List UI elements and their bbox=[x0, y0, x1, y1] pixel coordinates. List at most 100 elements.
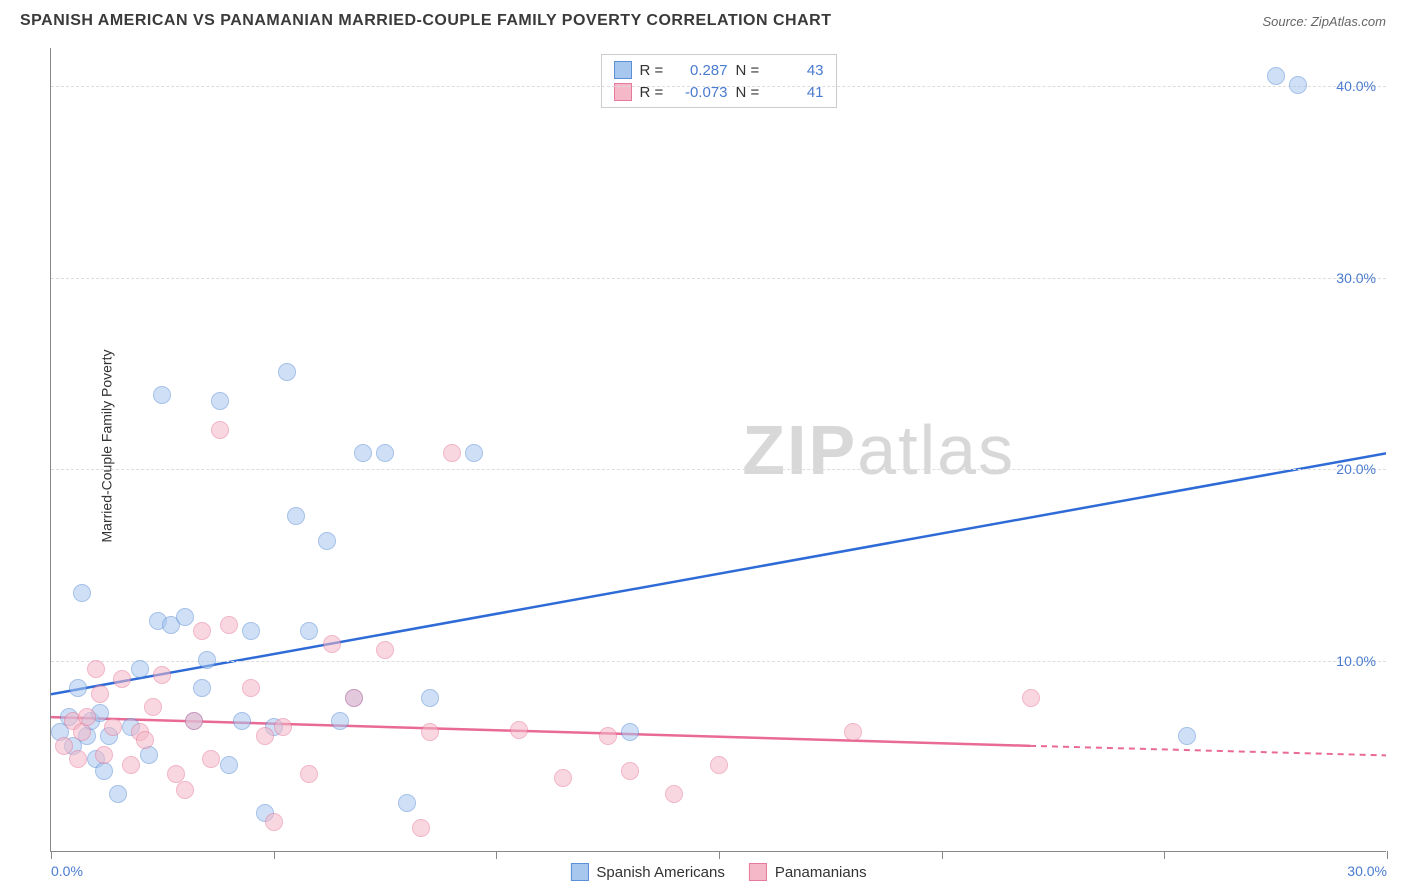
data-point bbox=[1289, 76, 1307, 94]
data-point bbox=[153, 386, 171, 404]
data-point bbox=[91, 685, 109, 703]
data-point bbox=[95, 746, 113, 764]
data-point bbox=[421, 689, 439, 707]
data-point bbox=[198, 651, 216, 669]
gridline bbox=[51, 278, 1386, 279]
data-point bbox=[621, 723, 639, 741]
data-point bbox=[193, 679, 211, 697]
data-point bbox=[131, 660, 149, 678]
data-point bbox=[211, 421, 229, 439]
data-point bbox=[443, 444, 461, 462]
data-point bbox=[233, 712, 251, 730]
y-tick-label: 10.0% bbox=[1336, 653, 1376, 669]
legend-row: R =-0.073N =41 bbox=[614, 81, 824, 103]
data-point bbox=[220, 756, 238, 774]
series-legend: Spanish Americans Panamanians bbox=[570, 863, 866, 881]
data-point bbox=[242, 679, 260, 697]
data-point bbox=[376, 444, 394, 462]
data-point bbox=[1178, 727, 1196, 745]
data-point bbox=[136, 731, 154, 749]
gridline bbox=[51, 86, 1386, 87]
data-point bbox=[256, 727, 274, 745]
legend-swatch bbox=[570, 863, 588, 881]
data-point bbox=[202, 750, 220, 768]
legend-item-label: Panamanians bbox=[775, 864, 867, 881]
gridline bbox=[51, 469, 1386, 470]
x-tick bbox=[274, 851, 275, 859]
data-point bbox=[465, 444, 483, 462]
x-tick bbox=[942, 851, 943, 859]
data-point bbox=[844, 723, 862, 741]
x-tick bbox=[496, 851, 497, 859]
data-point bbox=[287, 507, 305, 525]
legend-r-value: 0.287 bbox=[676, 62, 728, 79]
data-point bbox=[193, 622, 211, 640]
data-point bbox=[176, 608, 194, 626]
x-tick-label: 0.0% bbox=[51, 863, 83, 879]
data-point bbox=[73, 584, 91, 602]
data-point bbox=[242, 622, 260, 640]
data-point bbox=[220, 616, 238, 634]
data-point bbox=[122, 756, 140, 774]
y-tick-label: 40.0% bbox=[1336, 78, 1376, 94]
data-point bbox=[376, 641, 394, 659]
data-point bbox=[78, 708, 96, 726]
data-point bbox=[1022, 689, 1040, 707]
data-point bbox=[113, 670, 131, 688]
source-attribution: Source: ZipAtlas.com bbox=[1262, 14, 1386, 29]
data-point bbox=[185, 712, 203, 730]
data-point bbox=[354, 444, 372, 462]
data-point bbox=[153, 666, 171, 684]
data-point bbox=[621, 762, 639, 780]
chart-title: SPANISH AMERICAN VS PANAMANIAN MARRIED-C… bbox=[20, 12, 831, 30]
legend-item: Spanish Americans bbox=[570, 863, 724, 881]
data-point bbox=[412, 819, 430, 837]
data-point bbox=[421, 723, 439, 741]
data-point bbox=[104, 718, 122, 736]
watermark-logo: ZIPatlas bbox=[742, 410, 1015, 490]
data-point bbox=[323, 635, 341, 653]
data-point bbox=[554, 769, 572, 787]
gridline bbox=[51, 661, 1386, 662]
legend-r-label: R = bbox=[640, 62, 668, 79]
legend-n-value: 43 bbox=[772, 62, 824, 79]
data-point bbox=[109, 785, 127, 803]
data-point bbox=[710, 756, 728, 774]
legend-swatch bbox=[614, 61, 632, 79]
data-point bbox=[274, 718, 292, 736]
x-tick bbox=[719, 851, 720, 859]
data-point bbox=[87, 660, 105, 678]
data-point bbox=[599, 727, 617, 745]
data-point bbox=[95, 762, 113, 780]
data-point bbox=[665, 785, 683, 803]
data-point bbox=[300, 765, 318, 783]
legend-swatch bbox=[749, 863, 767, 881]
data-point bbox=[1267, 67, 1285, 85]
data-point bbox=[73, 723, 91, 741]
data-point bbox=[510, 721, 528, 739]
data-point bbox=[265, 813, 283, 831]
data-point bbox=[69, 750, 87, 768]
legend-item-label: Spanish Americans bbox=[596, 864, 724, 881]
y-tick-label: 20.0% bbox=[1336, 461, 1376, 477]
y-tick-label: 30.0% bbox=[1336, 270, 1376, 286]
data-point bbox=[331, 712, 349, 730]
x-tick bbox=[1164, 851, 1165, 859]
x-tick-label: 30.0% bbox=[1347, 863, 1387, 879]
data-point bbox=[69, 679, 87, 697]
x-tick bbox=[51, 851, 52, 859]
data-point bbox=[176, 781, 194, 799]
data-point bbox=[140, 746, 158, 764]
data-point bbox=[144, 698, 162, 716]
data-point bbox=[398, 794, 416, 812]
data-point bbox=[300, 622, 318, 640]
data-point bbox=[318, 532, 336, 550]
correlation-legend: R = 0.287 N = 43 R =-0.073N =41 bbox=[601, 54, 837, 108]
legend-item: Panamanians bbox=[749, 863, 867, 881]
legend-row: R = 0.287 N = 43 bbox=[614, 59, 824, 81]
data-point bbox=[345, 689, 363, 707]
legend-n-label: N = bbox=[736, 62, 764, 79]
x-tick bbox=[1387, 851, 1388, 859]
data-point bbox=[278, 363, 296, 381]
data-point bbox=[211, 392, 229, 410]
